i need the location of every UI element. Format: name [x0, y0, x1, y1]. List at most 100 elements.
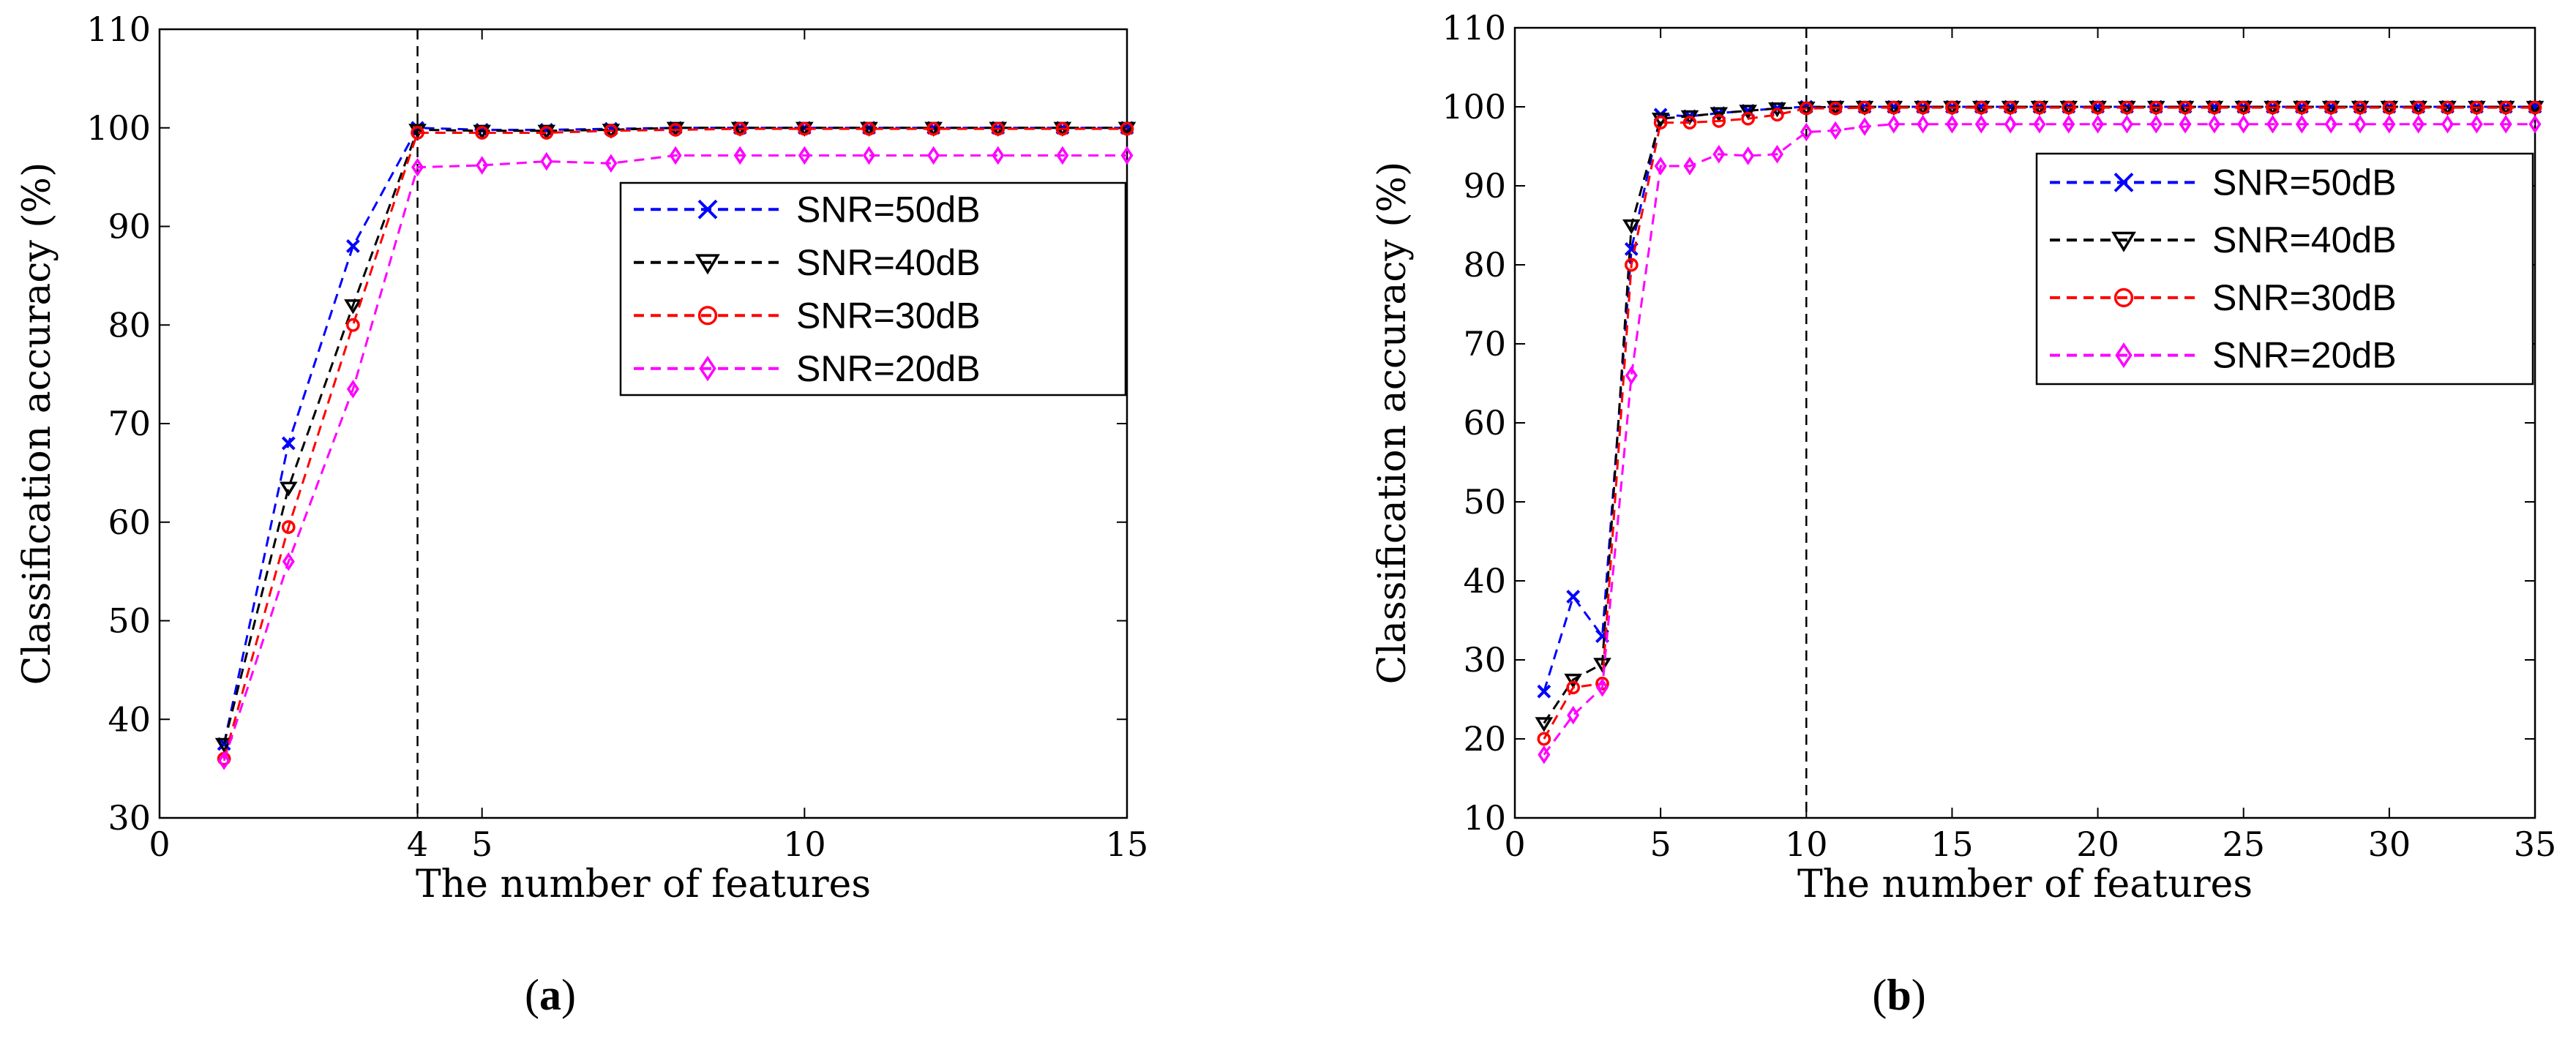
panel-b-series-4-point: [1887, 115, 1901, 134]
panel-b-legend-marker-2: [2111, 231, 2136, 252]
panel-b-series-4-point: [1800, 122, 1813, 142]
panel-a-series-3-point: [1120, 121, 1134, 136]
panel-b-series-3-point: [1653, 116, 1668, 129]
panel-a-x-axis-label: The number of features: [416, 863, 871, 906]
panel-b-series-2-point: [1622, 219, 1641, 235]
panel-b-chart: 0 5 10 15 20 25 30 35 10 20 30 40 50 60 70 80 90 100 110 Th…: [1371, 8, 2556, 906]
panel-b-xtick-label: 15: [1931, 824, 1974, 864]
panel-b-series-4-point: [2470, 115, 2483, 134]
panel-a-series-4-point: [346, 380, 359, 399]
panel-b-series-3-point: [2528, 100, 2542, 115]
panel-a-series-4-point: [476, 156, 489, 175]
panel-b-series-4-point: [2092, 115, 2105, 134]
panel-b-series-3-point: [1857, 100, 1872, 115]
panel-b-series-2-point: [1710, 107, 1729, 122]
panel-a-xtick-label: 15: [1106, 824, 1149, 864]
panel-b-ytick-label: 110: [1442, 8, 1506, 48]
panel-b-series-3-point: [2266, 100, 2280, 115]
panel-a-series-4-point: [411, 157, 424, 177]
panel-a-series-1-point: [281, 436, 296, 451]
panel-a-caption-letter: a: [539, 971, 561, 1019]
panel-a-series-2-point: [408, 124, 427, 139]
panel-a-ytick-label: 80: [108, 305, 151, 345]
panel-a-series-3-point: [862, 121, 876, 136]
panel-b-series-4-point: [1625, 366, 1638, 385]
panel-b-series-3-point: [1887, 100, 1901, 115]
panel-a-ytick-label: 60: [108, 503, 151, 542]
panel-b-caption: (b): [1872, 971, 1925, 1019]
panel-b-ytick-label: 40: [1463, 561, 1506, 601]
panel-b-legend-marker-1: [2113, 172, 2134, 192]
panel-a-legend-label-4: SNR=20dB: [796, 348, 981, 389]
panel-a-series-3-point: [346, 318, 360, 332]
panel-b-series-4-point: [2412, 115, 2425, 134]
panel-b-xtick-label: 30: [2368, 824, 2411, 864]
panel-b-series-3-point: [2236, 100, 2251, 115]
panel-b-series-4-point: [1538, 745, 1551, 764]
panel-b-series-4-point: [1858, 117, 1871, 136]
panel-a-series-3-point: [668, 123, 683, 137]
panel-a-ytick-label: 70: [108, 404, 151, 443]
panel-b-series-3-point: [2411, 100, 2426, 115]
panel-b-caption-letter: b: [1887, 971, 1911, 1019]
panel-b-series-3-point: [2441, 100, 2455, 115]
panel-a-series-1-point: [345, 239, 360, 253]
panel-b-ytick-label: 100: [1442, 87, 1506, 127]
panel-a-legend-marker-2: [695, 254, 720, 275]
panel-b-series-4-point: [2441, 115, 2455, 134]
panel-b-series-3-point: [1916, 100, 1930, 115]
panel-b-series-3-point: [1537, 732, 1551, 746]
panel-b-series-3-point: [2469, 100, 2484, 115]
panel-b-series-4-point: [2149, 115, 2163, 134]
panel-a-plot-frame: [158, 28, 1128, 819]
panel-a-series-3-point: [1055, 121, 1070, 136]
panel-b-series-3-point: [2120, 100, 2134, 115]
panel-b-series-4-point: [1917, 115, 1930, 134]
panel-b-series-4-point: [2120, 115, 2133, 134]
panel-a-caption: (a): [525, 971, 576, 1019]
panel-a-legend-label-3: SNR=30dB: [796, 295, 981, 336]
panel-a-ytick-label: 110: [86, 10, 151, 49]
panel-b-series-3-point: [1945, 100, 1959, 115]
panel-a-ytick-label: 30: [108, 798, 151, 838]
panel-a-xtick-label: 10: [783, 824, 826, 864]
panel-a-series-4-point: [927, 146, 940, 165]
panel-a-series-4-point: [733, 146, 746, 165]
panel-a-series-4-point: [604, 154, 618, 173]
panel-b-legend-label-1: SNR=50dB: [2212, 162, 2397, 203]
panel-a-series-3-point: [604, 124, 618, 138]
panel-a-series-2-point: [344, 299, 362, 315]
panel-b-series-4-point: [1654, 157, 1667, 176]
panel-b-series-3-point: [2091, 100, 2105, 115]
panel-a-legend-marker-4: [699, 356, 716, 382]
panel-b-legend-label-3: SNR=30dB: [2212, 277, 2397, 318]
panel-b-series-3-point: [1828, 101, 1843, 116]
panel-b-series-3-point: [1624, 258, 1639, 272]
panel-a-series-4-point: [1120, 146, 1134, 165]
panel-b-series-3-point: [2324, 100, 2338, 115]
panel-a-series-3-point: [475, 126, 490, 140]
panel-b-ytick-label: 90: [1463, 166, 1506, 206]
panel-b-legend-marker-3: [2113, 288, 2134, 308]
panel-b-legend-label-4: SNR=20dB: [2212, 335, 2397, 376]
panel-b-series-4-point: [1742, 146, 1755, 165]
panel-b-xtick-label: 25: [2222, 824, 2265, 864]
panel-b-series-2-point: [1535, 717, 1554, 732]
panel-b-series-4-point: [2266, 115, 2280, 134]
panel-b-series-3-point: [1682, 116, 1697, 129]
panel-b-legend-label-2: SNR=40dB: [2212, 219, 2397, 260]
panel-a-series-line-3: [222, 127, 1127, 759]
panel-a-legend-marker-3: [697, 306, 718, 326]
panel-b-series-4-point: [2208, 115, 2221, 134]
panel-b-ytick-label: 30: [1463, 640, 1506, 680]
panel-b-plot-frame: [1513, 26, 2536, 819]
panel-a-series-3-point: [411, 126, 424, 140]
panel-b-series-1-point: [1566, 590, 1581, 604]
panel-b-series-4-point: [1567, 705, 1580, 725]
panel-a-ytick-label: 40: [108, 699, 151, 739]
panel-b-series-line-4: [1543, 123, 2535, 756]
panel-b-xtick-label: 10: [1785, 824, 1828, 864]
panel-a-legend-marker-1: [697, 199, 718, 219]
panel-a-xtick-label: 0: [149, 824, 170, 864]
panel-b-ytick-label: 60: [1463, 403, 1506, 443]
